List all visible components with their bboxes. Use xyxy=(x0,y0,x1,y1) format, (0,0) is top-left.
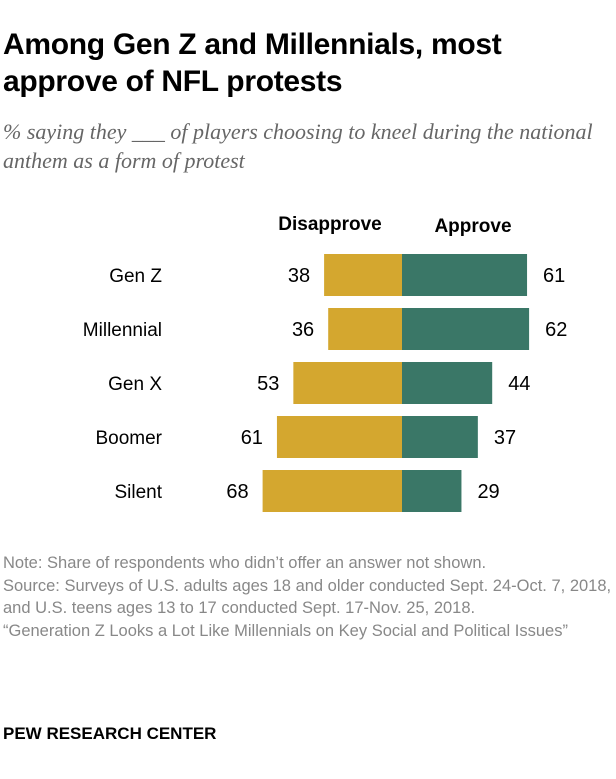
source-text: Source: Surveys of U.S. adults ages 18 a… xyxy=(3,576,612,618)
value-label-approve: 62 xyxy=(545,319,567,341)
bar-approve xyxy=(402,416,478,458)
value-label-disapprove: 36 xyxy=(292,319,314,341)
source-org: PEW RESEARCH CENTER xyxy=(3,724,217,743)
bar-disapprove xyxy=(276,416,402,458)
bar-approve xyxy=(402,254,528,296)
value-label-approve: 44 xyxy=(508,373,530,395)
bar-disapprove xyxy=(328,308,402,350)
chart-title: Among Gen Z and Millennials, most approv… xyxy=(3,28,502,98)
value-label-disapprove: 61 xyxy=(241,427,263,449)
value-label-disapprove: 38 xyxy=(288,265,310,287)
category-label: Silent xyxy=(114,482,162,503)
category-label: Gen X xyxy=(108,374,162,395)
report-title: “Generation Z Looks a Lot Like Millennia… xyxy=(3,621,568,640)
chart-subtitle: % saying they ___ of players choosing to… xyxy=(3,119,593,173)
category-label: Boomer xyxy=(95,428,162,449)
bar-disapprove xyxy=(262,470,402,512)
category-label: Gen Z xyxy=(109,266,162,287)
bar-approve xyxy=(402,470,462,512)
legend-approve: Approve xyxy=(434,216,511,237)
value-label-approve: 37 xyxy=(494,427,516,449)
value-label-approve: 61 xyxy=(543,265,565,287)
value-label-disapprove: 68 xyxy=(226,481,248,503)
bar-disapprove xyxy=(293,362,402,404)
legend-disapprove: Disapprove xyxy=(278,214,381,235)
value-label-approve: 29 xyxy=(477,481,499,503)
category-label: Millennial xyxy=(83,320,162,341)
bar-approve xyxy=(402,308,530,350)
value-label-disapprove: 53 xyxy=(257,373,279,395)
bar-disapprove xyxy=(324,254,402,296)
notes: Note: Share of respondents who didn’t of… xyxy=(3,552,613,642)
note-text: Note: Share of respondents who didn’t of… xyxy=(3,554,487,572)
diverging-bar-chart: Disapprove Approve Gen Z 38 61 Millennial 36… xyxy=(83,214,567,512)
bar-approve xyxy=(402,362,493,404)
